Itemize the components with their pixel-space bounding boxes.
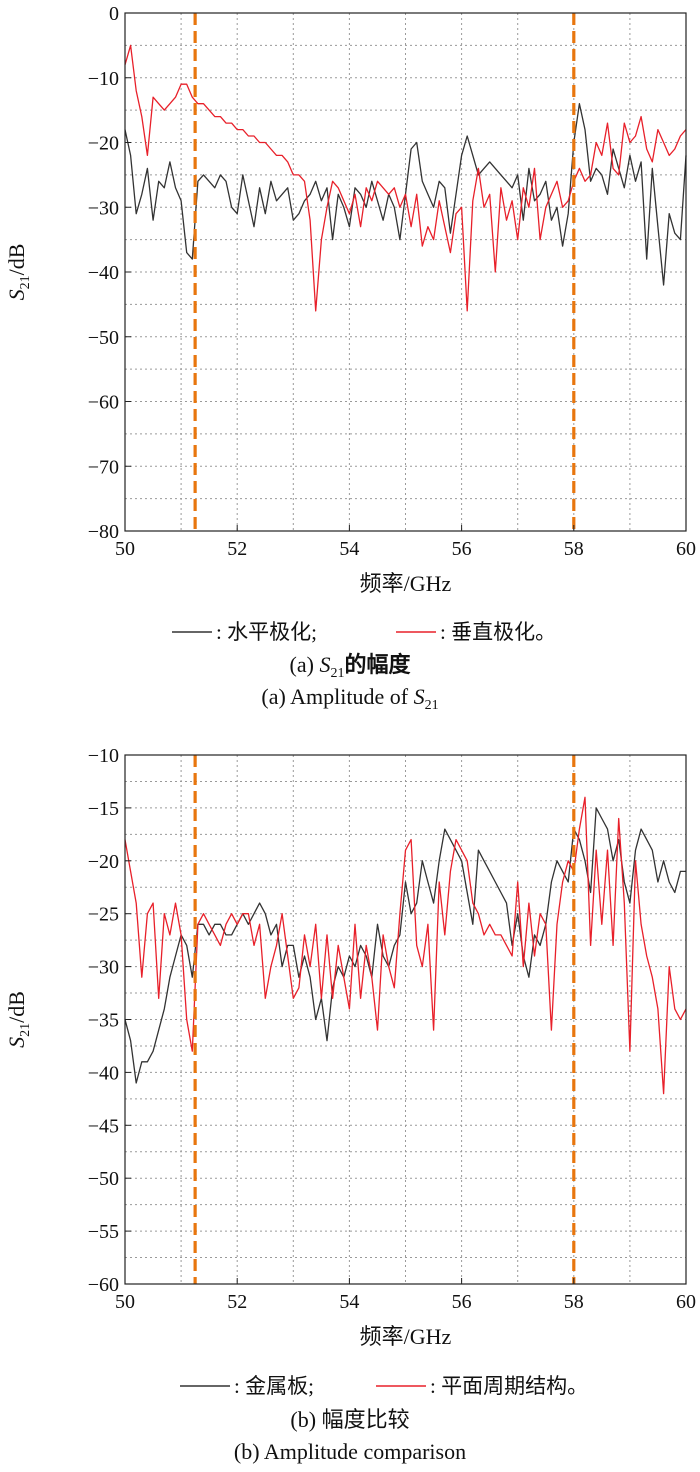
legend-a: : 水平极化; : 垂直极化。: [172, 620, 556, 644]
x-tick-label: 56: [452, 1291, 472, 1313]
y-tick-label: −25: [88, 904, 119, 926]
x-tick-label: 56: [452, 538, 472, 560]
series-line-0: [124, 807, 686, 1084]
y-axis-label: S21/dB: [4, 991, 33, 1048]
x-tick-label: 60: [676, 538, 696, 560]
y-tick-label: −40: [88, 1062, 119, 1084]
y-tick-label: −20: [88, 851, 119, 873]
y-axis-label: S21/dB: [4, 244, 33, 301]
legend-label-horizontal: : 水平极化;: [216, 620, 317, 644]
y-tick-label: −20: [88, 133, 119, 155]
y-tick-label: −45: [88, 1115, 119, 1137]
y-tick-label: −10: [88, 68, 119, 90]
y-tick-label: 0: [109, 3, 119, 25]
caption-b-cn: (b) 幅度比较: [290, 1407, 409, 1432]
x-axis-label: 频率/GHz: [360, 571, 452, 596]
x-tick-label: 50: [115, 1291, 135, 1313]
x-tick-label: 52: [227, 538, 247, 560]
y-tick-label: −60: [88, 1274, 119, 1296]
caption-b-en: (b) Amplitude comparison: [234, 1439, 466, 1464]
caption-a-en: (a) Amplitude of S21: [261, 684, 438, 713]
y-tick-label: −30: [88, 197, 119, 219]
series-line-1: [124, 796, 687, 1095]
chart-b: 50 52 54 56 58 60 −10 −15 −20 −25 −30 −35 −40 −45 −50 −…: [4, 745, 696, 1349]
caption-a-cn: (a) S21的幅度: [290, 652, 412, 681]
y-tick-label: −70: [88, 456, 119, 478]
y-tick-label: −40: [88, 262, 119, 284]
legend-b: : 金属板; : 平面周期结构。: [180, 1374, 588, 1398]
y-tick-label: −30: [88, 957, 119, 979]
y-tick-label: −80: [88, 521, 119, 543]
x-axis-label: 频率/GHz: [360, 1324, 452, 1349]
legend-label-vertical: : 垂直极化。: [440, 620, 556, 644]
x-tick-label: 54: [339, 538, 359, 560]
x-tick-label: 52: [227, 1291, 247, 1313]
series-line-1: [124, 44, 687, 312]
y-tick-label: −60: [88, 392, 119, 414]
x-tick-label: 58: [564, 1291, 584, 1313]
y-tick-label: −55: [88, 1221, 119, 1243]
x-tick-label: 54: [339, 1291, 359, 1313]
y-tick-label: −10: [88, 745, 119, 767]
y-tick-label: −35: [88, 1010, 119, 1032]
y-tick-label: −50: [88, 1168, 119, 1190]
x-tick-label: 50: [115, 538, 135, 560]
legend-label-periodic-structure: : 平面周期结构。: [430, 1374, 588, 1398]
x-tick-label: 60: [676, 1291, 696, 1313]
y-tick-label: −50: [88, 327, 119, 349]
x-tick-label: 58: [564, 538, 584, 560]
y-tick-label: −15: [88, 798, 119, 820]
chart-a: 50 52 54 56 58 60 0 −10 −20 −30 −40 −50 −60 −70 −80 频率/…: [4, 3, 696, 596]
legend-label-metal-plate: : 金属板;: [234, 1374, 314, 1398]
